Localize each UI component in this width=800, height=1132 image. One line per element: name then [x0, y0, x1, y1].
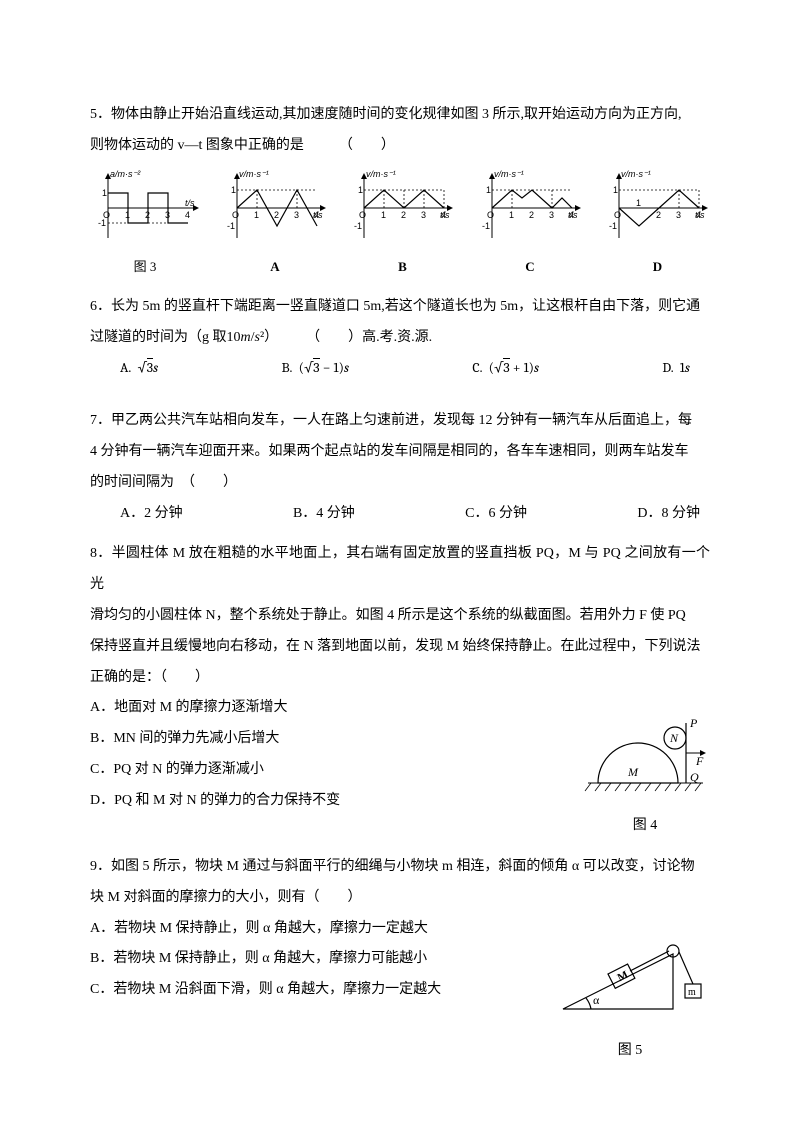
q6-opt-d: D. 1s — [662, 353, 690, 384]
svg-text:t/s: t/s — [185, 198, 195, 208]
svg-text:v/m·s⁻¹: v/m·s⁻¹ — [621, 169, 651, 179]
question-7: 7．甲乙两公共汽车站相向发车，一人在路上匀速前进，发现每 12 分钟有一辆汽车从… — [90, 406, 710, 529]
svg-text:m: m — [688, 987, 696, 998]
svg-text:1: 1 — [636, 198, 641, 208]
svg-text:1: 1 — [102, 188, 107, 198]
question-9: 9．如图 5 所示，物块 M 通过与斜面平行的细绳与小物块 m 相连，斜面的倾角… — [90, 852, 710, 1067]
q9-opt-c: C．若物块 M 沿斜面下滑，则 α 角越大，摩擦力一定越大 — [90, 975, 550, 1006]
svg-text:1: 1 — [613, 185, 618, 195]
q6-stem-1: 6．长为 5m 的竖直杆下端距离一竖直隧道口 5m,若这个隧道长也为 5m，让这… — [90, 292, 710, 323]
q8-stem-3: 保持竖直并且缓慢地向右移动，在 N 落到地面以前，发现 M 始终保持静止。在此过… — [90, 632, 710, 663]
q9-opt-b: B．若物块 M 保持静止，则 α 角越大，摩擦力可能越小 — [90, 944, 550, 975]
svg-text:M: M — [627, 765, 639, 779]
svg-text:4: 4 — [314, 210, 319, 220]
q7-opt-c: C．6 分钟 — [465, 499, 527, 530]
svg-text:4: 4 — [696, 210, 701, 220]
svg-text:a/m·s⁻²: a/m·s⁻² — [110, 169, 141, 179]
svg-text:-1: -1 — [227, 221, 235, 231]
question-8: 8．半圆柱体 M 放在粗糙的水平地面上，其右端有固定放置的竖直挡板 PQ，M 与… — [90, 539, 710, 842]
opt-d-label: D — [605, 253, 710, 282]
q8-opt-c: C．PQ 对 N 的弹力逐渐减小 — [90, 755, 580, 786]
q6-options: A. √3s B. (√3 − 1)s C. (√3 + 1)s D. 1s — [90, 353, 710, 384]
svg-text:v/m·s⁻¹: v/m·s⁻¹ — [239, 169, 269, 179]
svg-text:1: 1 — [486, 185, 491, 195]
q8-opt-b: B．MN 间的弹力先减小后增大 — [90, 724, 580, 755]
svg-text:v/m·s⁻¹: v/m·s⁻¹ — [366, 169, 396, 179]
svg-text:1: 1 — [254, 210, 259, 220]
svg-text:α: α — [593, 993, 600, 1007]
svg-text:3: 3 — [676, 210, 681, 220]
svg-text:1: 1 — [231, 185, 236, 195]
q9-opt-a: A．若物块 M 保持静止，则 α 角越大，摩擦力一定越大 — [90, 914, 550, 945]
question-6: 6．长为 5m 的竖直杆下端距离一竖直隧道口 5m,若这个隧道长也为 5m，让这… — [90, 292, 710, 384]
svg-text:N: N — [669, 731, 679, 745]
opt-a-label: A — [223, 253, 328, 282]
svg-text:O: O — [359, 210, 366, 220]
svg-text:4: 4 — [185, 210, 190, 220]
q8-stem-4: 正确的是：（ ） — [90, 663, 710, 694]
svg-text:3: 3 — [549, 210, 554, 220]
at-graph-icon: a/m·s⁻² t/s 1-1 O 12 34 — [90, 168, 200, 243]
q6-opt-c: C. (√3 + 1)s — [472, 353, 539, 384]
option-graph-d: v/m·s⁻¹t/s 1-1 O 1234 D — [605, 168, 710, 282]
svg-text:4: 4 — [569, 210, 574, 220]
q7-stem-3: 的时间间隔为 （ ） — [90, 468, 710, 499]
svg-text:O: O — [614, 210, 621, 220]
svg-text:1: 1 — [358, 185, 363, 195]
svg-text:3: 3 — [294, 210, 299, 220]
q6-opt-a: A. √3s — [120, 353, 158, 384]
q5-stem-2: 则物体运动的 v—t 图象中正确的是 （ ） — [90, 131, 710, 162]
svg-text:-1: -1 — [354, 221, 362, 231]
svg-text:1: 1 — [509, 210, 514, 220]
opt-c-label: C — [478, 253, 583, 282]
q8-opt-a: A．地面对 M 的摩擦力逐渐增大 — [90, 693, 580, 724]
svg-text:3: 3 — [165, 210, 170, 220]
svg-text:1: 1 — [381, 210, 386, 220]
option-graph-a: v/m·s⁻¹t/s 1-1 O 1234 A — [223, 168, 328, 282]
svg-text:-1: -1 — [609, 221, 617, 231]
svg-text:v/m·s⁻¹: v/m·s⁻¹ — [494, 169, 524, 179]
svg-text:F: F — [695, 754, 704, 768]
svg-text:2: 2 — [145, 210, 150, 220]
q7-opt-a: A．2 分钟 — [120, 499, 183, 530]
svg-text:2: 2 — [656, 210, 661, 220]
q5-figures: a/m·s⁻² t/s 1-1 O 12 34 图 3 v/m·s⁻¹t/s — [90, 168, 710, 282]
opt-b-label: B — [350, 253, 455, 282]
figure-5: M m α 图 5 — [550, 914, 710, 1068]
q7-stem-1: 7．甲乙两公共汽车站相向发车，一人在路上匀速前进，发现每 12 分钟有一辆汽车从… — [90, 406, 710, 437]
q7-opt-b: B．4 分钟 — [293, 499, 355, 530]
svg-text:O: O — [103, 210, 110, 220]
question-5: 5．物体由静止开始沿直线运动,其加速度随时间的变化规律如图 3 所示,取开始运动… — [90, 100, 710, 282]
svg-text:O: O — [487, 210, 494, 220]
fig3-label: 图 3 — [90, 253, 200, 282]
q6-opt-b: B. (√3 − 1)s — [281, 353, 349, 384]
fig4-label: 图 4 — [580, 811, 710, 842]
q9-stem-2: 块 M 对斜面的摩擦力的大小，则有（ ） — [90, 883, 710, 914]
option-graph-b: v/m·s⁻¹t/s 1-1 O 1234 B — [350, 168, 455, 282]
svg-text:3: 3 — [421, 210, 426, 220]
svg-text:1: 1 — [125, 210, 130, 220]
svg-text:O: O — [232, 210, 239, 220]
fig5-label: 图 5 — [550, 1036, 710, 1067]
svg-text:P: P — [689, 716, 698, 730]
svg-text:Q: Q — [690, 770, 699, 784]
svg-text:-1: -1 — [482, 221, 490, 231]
q7-options: A．2 分钟 B．4 分钟 C．6 分钟 D．8 分钟 — [90, 499, 710, 530]
svg-text:2: 2 — [529, 210, 534, 220]
q6-stem-2: 过隧道的时间为（g 取10m/s²） （ ）高.考.资.源. — [90, 323, 710, 354]
q8-opt-d: D．PQ 和 M 对 N 的弹力的合力保持不变 — [90, 786, 580, 817]
q8-stem-2: 滑均匀的小圆柱体 N，整个系统处于静止。如图 4 所示是这个系统的纵截面图。若用… — [90, 601, 710, 632]
option-graph-c: v/m·s⁻¹t/s 1-1 O 1234 C — [478, 168, 583, 282]
svg-text:4: 4 — [441, 210, 446, 220]
figure-3: a/m·s⁻² t/s 1-1 O 12 34 图 3 — [90, 168, 200, 282]
q7-stem-2: 4 分钟有一辆汽车迎面开来。如果两个起点站的发车间隔是相同的，各车车速相同，则两… — [90, 437, 710, 468]
svg-text:2: 2 — [401, 210, 406, 220]
q8-stem-1: 8．半圆柱体 M 放在粗糙的水平地面上，其右端有固定放置的竖直挡板 PQ，M 与… — [90, 539, 710, 601]
svg-text:2: 2 — [274, 210, 279, 220]
q9-stem-1: 9．如图 5 所示，物块 M 通过与斜面平行的细绳与小物块 m 相连，斜面的倾角… — [90, 852, 710, 883]
q5-stem-1: 5．物体由静止开始沿直线运动,其加速度随时间的变化规律如图 3 所示,取开始运动… — [90, 100, 710, 131]
q7-opt-d: D．8 分钟 — [637, 499, 700, 530]
figure-4: P Q F N M 图 4 — [580, 693, 710, 842]
